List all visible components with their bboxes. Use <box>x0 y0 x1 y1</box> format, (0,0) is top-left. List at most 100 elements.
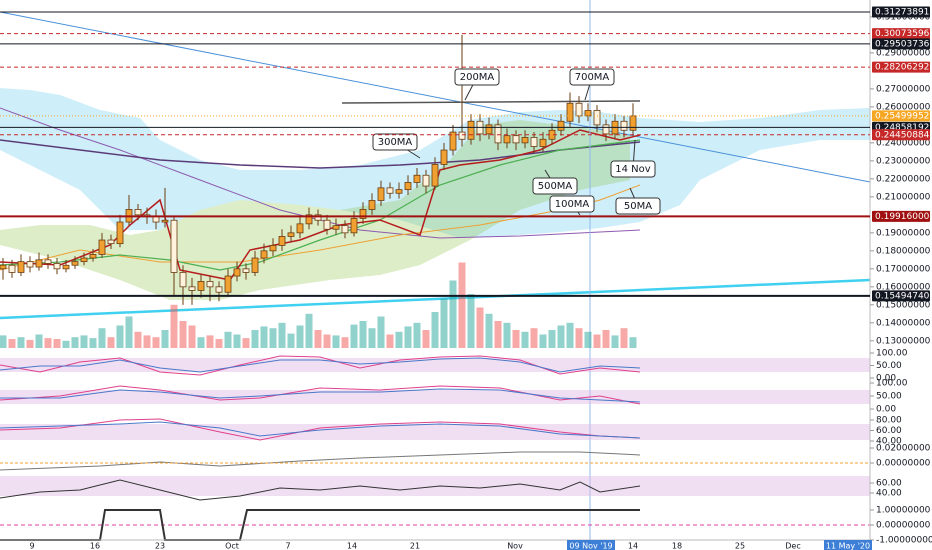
step-line <box>0 509 640 541</box>
y-tick-label: 50.00 <box>876 392 902 402</box>
callout-box <box>569 68 615 86</box>
volume-bar <box>170 304 178 348</box>
y-tick-label: 0.29000000 <box>876 48 931 58</box>
x-tick-label: Dec <box>785 542 800 550</box>
indicator-panes <box>0 355 870 541</box>
price-level-label: 0.31273891 <box>875 7 929 17</box>
candle-body <box>494 124 502 144</box>
volume-bar <box>395 331 403 348</box>
candle-body <box>323 219 331 230</box>
volume-bar <box>80 335 88 348</box>
x-tick-label: 11 May '20 <box>826 542 870 550</box>
volume-bar <box>350 324 358 348</box>
volume-bar <box>98 328 106 348</box>
candle-body <box>44 259 52 264</box>
candle-body <box>467 120 475 140</box>
volume-bar <box>530 328 538 348</box>
candle-body <box>458 131 466 140</box>
candle-body <box>296 223 304 234</box>
y-tick-label: 40.00 <box>876 437 902 447</box>
candle-body <box>98 239 106 255</box>
price-axis <box>869 0 932 550</box>
ma-line <box>0 139 641 271</box>
volume-bar <box>323 334 331 348</box>
candle-body <box>224 275 232 293</box>
volume-bar <box>332 335 340 348</box>
callout-label: 200MA <box>460 72 495 83</box>
volume-bar <box>602 330 610 348</box>
y-tick-label: 0.21000000 <box>876 192 931 202</box>
candle-body <box>269 245 277 252</box>
price-level-label: 0.30073596 <box>875 29 930 39</box>
candle-body <box>116 221 124 245</box>
x-tick-label: Nov <box>507 542 523 550</box>
pane-band <box>0 358 870 372</box>
volume-bar <box>467 294 475 348</box>
callout-box <box>615 197 661 215</box>
price-level-box <box>872 110 930 122</box>
volume-bar <box>224 331 232 348</box>
oscillator-line <box>0 451 641 471</box>
y-tick-label: 60.00 <box>876 479 902 489</box>
volume-bar <box>242 338 250 348</box>
price-level-box <box>872 28 930 40</box>
candle-body <box>413 174 421 183</box>
x-tick-label: 09 Nov '19 <box>569 542 612 550</box>
x-tick-label: 14 <box>628 542 638 550</box>
volume-bar <box>152 337 160 348</box>
candle-body <box>62 264 70 270</box>
volume-bar <box>17 337 25 348</box>
volume-bar <box>314 330 322 348</box>
background-layer <box>0 0 871 540</box>
candle-body <box>0 264 7 270</box>
candle-body <box>89 254 97 259</box>
y-tick-label: 0.00000000 <box>876 459 931 469</box>
candle-body <box>359 209 367 219</box>
callout-label: 300MA <box>378 137 413 148</box>
x-tick-label: 18 <box>672 542 682 550</box>
oscillator-line <box>0 357 641 373</box>
y-tick-label: 0.17000000 <box>876 264 931 274</box>
volume-bar <box>422 330 430 348</box>
oscillator-line <box>0 421 641 439</box>
y-tick-label: 0.00000000 <box>876 521 931 531</box>
volume-bar <box>341 337 349 348</box>
volume-bar <box>512 330 520 348</box>
volume-bar <box>179 321 187 348</box>
oscillator-line <box>0 388 641 403</box>
ma-line <box>0 129 641 281</box>
volume-bar <box>233 334 241 348</box>
candle-body <box>260 250 268 259</box>
price-level-label: 0.15494740 <box>875 291 930 301</box>
price-level-label: 0.24858192 <box>875 123 929 133</box>
ichimoku-green-cloud <box>0 120 630 300</box>
volume-bar <box>620 328 628 348</box>
volume-bar <box>386 334 394 348</box>
candle-body <box>449 131 457 151</box>
callout-label: 100MA <box>555 199 590 210</box>
candle-body <box>233 268 241 277</box>
candle-body <box>314 214 322 221</box>
candle-body <box>278 236 286 246</box>
volume-bar <box>188 325 196 348</box>
volume-bar <box>161 330 169 348</box>
volume-bar <box>35 334 43 348</box>
volume-bar <box>251 330 259 348</box>
callout-box <box>532 177 578 195</box>
volume-bar <box>305 313 313 348</box>
volume-bar <box>404 326 412 348</box>
oscillator-line <box>0 418 641 441</box>
candle-body <box>512 135 520 144</box>
callout-label: 700MA <box>575 72 610 83</box>
volume-bar <box>548 330 556 348</box>
candle-body <box>161 219 169 223</box>
price-level-label: 0.24450884 <box>875 130 930 140</box>
y-tick-label: 1.00000000 <box>876 506 931 516</box>
candle-body <box>521 137 529 144</box>
volume-bar <box>521 331 529 348</box>
y-tick-label: 0.22000000 <box>876 174 931 184</box>
volume-bar <box>53 339 61 348</box>
price-level-box <box>872 210 930 222</box>
candle-body <box>395 189 403 194</box>
volume-bar <box>503 322 511 348</box>
